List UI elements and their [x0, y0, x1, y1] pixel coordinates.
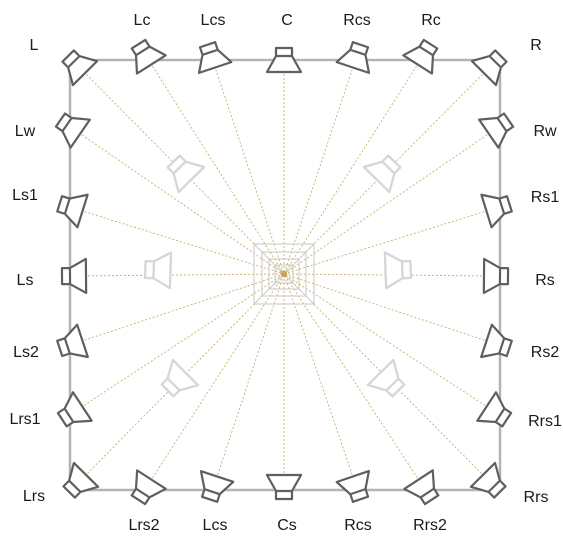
ray-lrs2 [145, 273, 285, 489]
ghost-front-right-speaker-icon [362, 154, 402, 194]
ray-rrs2 [283, 273, 425, 489]
speaker-lc-icon [130, 38, 167, 75]
speaker-rs-icon [482, 257, 510, 295]
speaker-lcsb-icon [199, 470, 235, 503]
label-rw: Rw [533, 123, 557, 140]
listener-position [253, 243, 315, 305]
listener-box [253, 243, 315, 305]
speaker-ls-icon [60, 257, 88, 295]
label-lcs: Lcs [200, 12, 226, 29]
ghost-right-speaker-icon [383, 251, 413, 290]
label-c: C [281, 12, 293, 29]
speaker-lrs2-icon [130, 469, 167, 506]
speaker-rcsb-icon [335, 469, 370, 503]
speaker-rs2-icon [480, 323, 513, 359]
ray-lrs1 [73, 273, 285, 413]
ray-lrs [78, 273, 285, 483]
label-rs: Rs [535, 272, 555, 289]
label-lrs: Lrs [22, 488, 46, 505]
ray-ls [75, 273, 285, 277]
label-r: R [530, 37, 542, 54]
speaker-l-icon [61, 49, 99, 87]
listener-box [261, 251, 307, 297]
label-rrs1: Rrs1 [528, 413, 562, 430]
ray-lc [145, 55, 285, 275]
label-rcsb: Rcs [344, 517, 372, 534]
speaker-lcs-icon [197, 41, 233, 74]
listener-box-edge [283, 273, 315, 305]
ray-lcs [211, 57, 285, 275]
ray-rs2 [283, 273, 497, 345]
ray-rcs [283, 57, 357, 275]
speaker-lw-icon [54, 112, 91, 149]
speaker-rw-icon [478, 112, 515, 149]
label-lrs1: Lrs1 [9, 411, 41, 428]
label-ls: Ls [16, 272, 34, 289]
ray-ls2 [72, 273, 285, 345]
ghost-rear-left-speaker-icon [160, 358, 200, 398]
listening-rays [71, 55, 498, 489]
label-l: L [29, 37, 39, 54]
speaker-rrs2-icon [403, 469, 440, 506]
speaker-lrs-icon [62, 461, 100, 499]
listener-box-edge [283, 243, 315, 275]
label-lcsb: Lcs [202, 517, 228, 534]
label-lc: Lc [133, 12, 151, 29]
speaker-r-icon [470, 49, 508, 87]
listener-box [274, 264, 294, 284]
label-ls2: Ls2 [13, 344, 39, 361]
speaker-rrs-icon [469, 461, 507, 499]
ray-rw [283, 127, 498, 275]
ray-rs1 [283, 207, 497, 275]
label-rrs: Rrs [523, 489, 549, 506]
speaker-rs1-icon [480, 193, 513, 229]
listener-box-edge [253, 243, 285, 275]
label-cs: Cs [277, 517, 297, 534]
speaker-rc-icon [402, 38, 439, 75]
virtual-speakers [143, 154, 413, 398]
speaker-rrs1-icon [476, 391, 513, 428]
ray-r [283, 65, 492, 275]
label-rs1: Rs1 [530, 189, 560, 206]
speaker-ls2-icon [56, 323, 89, 359]
label-rcs: Rcs [343, 12, 371, 29]
label-lrs2: Lrs2 [128, 517, 160, 534]
speakers [54, 38, 515, 506]
speaker-c-icon [265, 46, 303, 74]
speaker-cs-icon [265, 473, 303, 501]
listener-box [268, 258, 300, 290]
label-rc: Rc [421, 12, 441, 29]
ray-ls1 [72, 207, 285, 275]
listener-dot [280, 270, 288, 278]
speaker-rcs-icon [335, 41, 371, 74]
ray-l [77, 65, 285, 275]
label-lw: Lw [14, 123, 36, 140]
label-rs2: Rs2 [530, 344, 560, 361]
ray-rcsb [283, 273, 357, 487]
speaker-ls1-icon [56, 193, 89, 229]
ghost-rear-right-speaker-icon [366, 358, 406, 398]
label-ls1: Ls1 [12, 187, 38, 204]
ray-rrs [283, 273, 491, 483]
speaker-lrs1-icon [56, 391, 93, 428]
ghost-front-left-speaker-icon [166, 154, 206, 194]
ray-lcsb [213, 273, 285, 487]
ray-rc [283, 55, 424, 275]
ghost-left-speaker-icon [143, 251, 173, 290]
ray-lw [71, 127, 285, 275]
listener-box-edge [253, 273, 285, 305]
label-rrs2: Rrs2 [413, 517, 447, 534]
